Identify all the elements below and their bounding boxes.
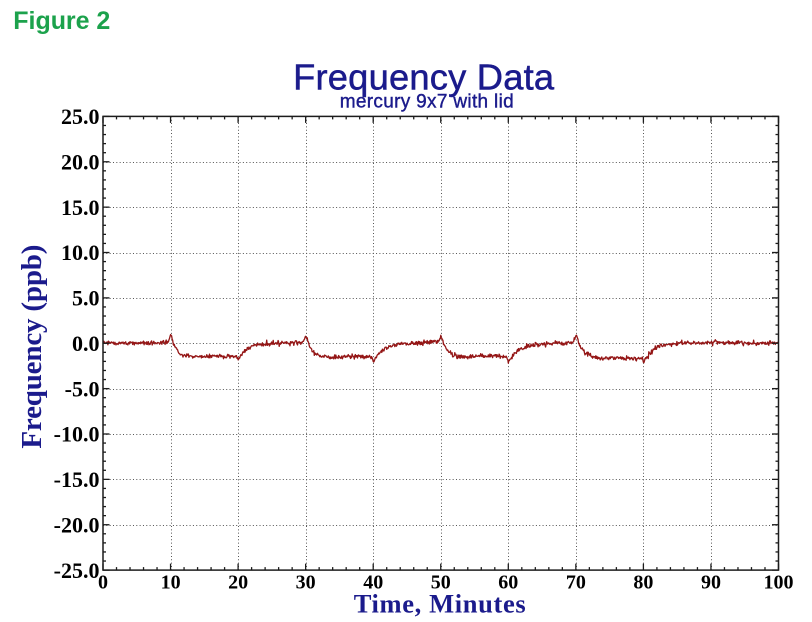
svg-text:-5.0: -5.0 bbox=[65, 376, 100, 401]
svg-text:-25.0: -25.0 bbox=[54, 558, 100, 583]
svg-text:10: 10 bbox=[161, 572, 181, 594]
svg-text:-20.0: -20.0 bbox=[54, 512, 100, 537]
svg-text:50: 50 bbox=[431, 572, 451, 594]
svg-text:15.0: 15.0 bbox=[61, 195, 100, 220]
svg-text:60: 60 bbox=[498, 572, 518, 594]
svg-text:Figure 2: Figure 2 bbox=[13, 7, 110, 35]
svg-text:5.0: 5.0 bbox=[72, 286, 100, 311]
svg-text:40: 40 bbox=[363, 572, 383, 594]
svg-text:20: 20 bbox=[228, 572, 248, 594]
svg-text:-15.0: -15.0 bbox=[54, 467, 100, 492]
svg-text:70: 70 bbox=[566, 572, 586, 594]
svg-text:Frequency Data: Frequency Data bbox=[293, 56, 555, 97]
svg-text:10.0: 10.0 bbox=[61, 240, 100, 265]
svg-text:20.0: 20.0 bbox=[61, 150, 100, 175]
svg-text:mercury 9x7 with lid: mercury 9x7 with lid bbox=[340, 92, 514, 113]
svg-text:Frequency (ppb): Frequency (ppb) bbox=[16, 245, 48, 449]
svg-text:0.0: 0.0 bbox=[72, 331, 100, 356]
svg-text:100: 100 bbox=[764, 572, 794, 594]
svg-text:90: 90 bbox=[701, 572, 721, 594]
svg-text:30: 30 bbox=[296, 572, 316, 594]
svg-text:25.0: 25.0 bbox=[61, 104, 100, 129]
svg-text:0: 0 bbox=[98, 572, 108, 594]
svg-text:-10.0: -10.0 bbox=[54, 422, 100, 447]
svg-text:Time, Minutes: Time, Minutes bbox=[354, 588, 526, 618]
svg-text:80: 80 bbox=[633, 572, 653, 594]
